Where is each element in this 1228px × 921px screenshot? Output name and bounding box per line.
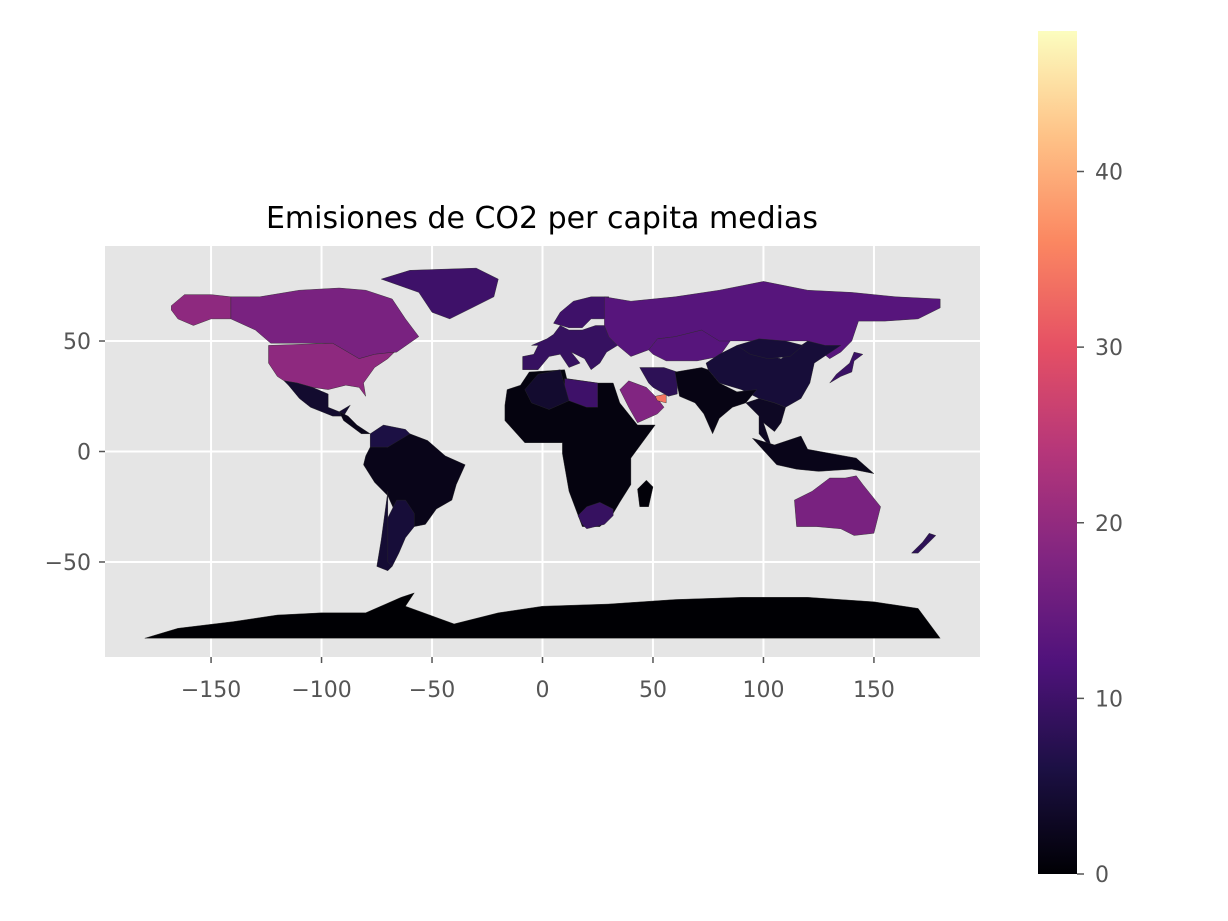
world-map (144, 267, 941, 639)
x-tick-label: 100 (742, 678, 784, 703)
region-iran (639, 367, 678, 397)
region-indonesia (751, 435, 875, 474)
colorbar-tick-label: 30 (1095, 336, 1123, 361)
x-tick-label: 150 (853, 678, 895, 703)
colorbar-tick-label: 20 (1095, 512, 1123, 537)
y-axis: −50 0 50 (45, 330, 105, 576)
region-argentina (387, 499, 415, 567)
region-central-america (338, 411, 371, 434)
x-tick-label: −150 (181, 678, 241, 703)
region-india-region (674, 367, 758, 435)
y-tick-label: 0 (77, 441, 91, 466)
region-mongolia (736, 338, 804, 359)
colorbar-ticks: 0 10 20 30 40 (1077, 161, 1123, 888)
y-tick-label: 50 (63, 330, 91, 355)
colorbar (1038, 31, 1077, 874)
region-united-states (268, 342, 396, 397)
colorbar-tick-label: 40 (1095, 161, 1123, 186)
region-alaska (171, 294, 232, 326)
colorbar-tick-label: 10 (1095, 687, 1123, 712)
colorbar-tick-label: 0 (1095, 863, 1109, 888)
region-russia (604, 281, 941, 359)
x-tick-label: 50 (639, 678, 667, 703)
region-canada (230, 287, 420, 359)
x-tick-label: −100 (291, 678, 351, 703)
x-axis: −150 −100 −50 0 50 100 150 (181, 657, 895, 703)
region-madagascar (637, 479, 654, 507)
region-antarctica (144, 592, 941, 639)
region-mexico (283, 380, 351, 417)
region-south-africa (577, 502, 614, 530)
x-tick-label: −50 (409, 678, 455, 703)
x-tick-label: 0 (536, 678, 550, 703)
region-australia (794, 475, 881, 536)
region-greenland (380, 267, 499, 320)
region-new-zealand (911, 533, 937, 554)
region-saudi-arabia (619, 380, 665, 424)
region-uae-qatar (654, 393, 667, 404)
chart-title: Emisiones de CO2 per capita medias (266, 201, 818, 236)
region-africa (504, 369, 656, 527)
y-tick-label: −50 (45, 551, 91, 576)
region-japan (829, 351, 864, 384)
region-south-america (363, 433, 466, 536)
region-algeria (524, 369, 570, 410)
region-southeast-asia (745, 398, 786, 450)
